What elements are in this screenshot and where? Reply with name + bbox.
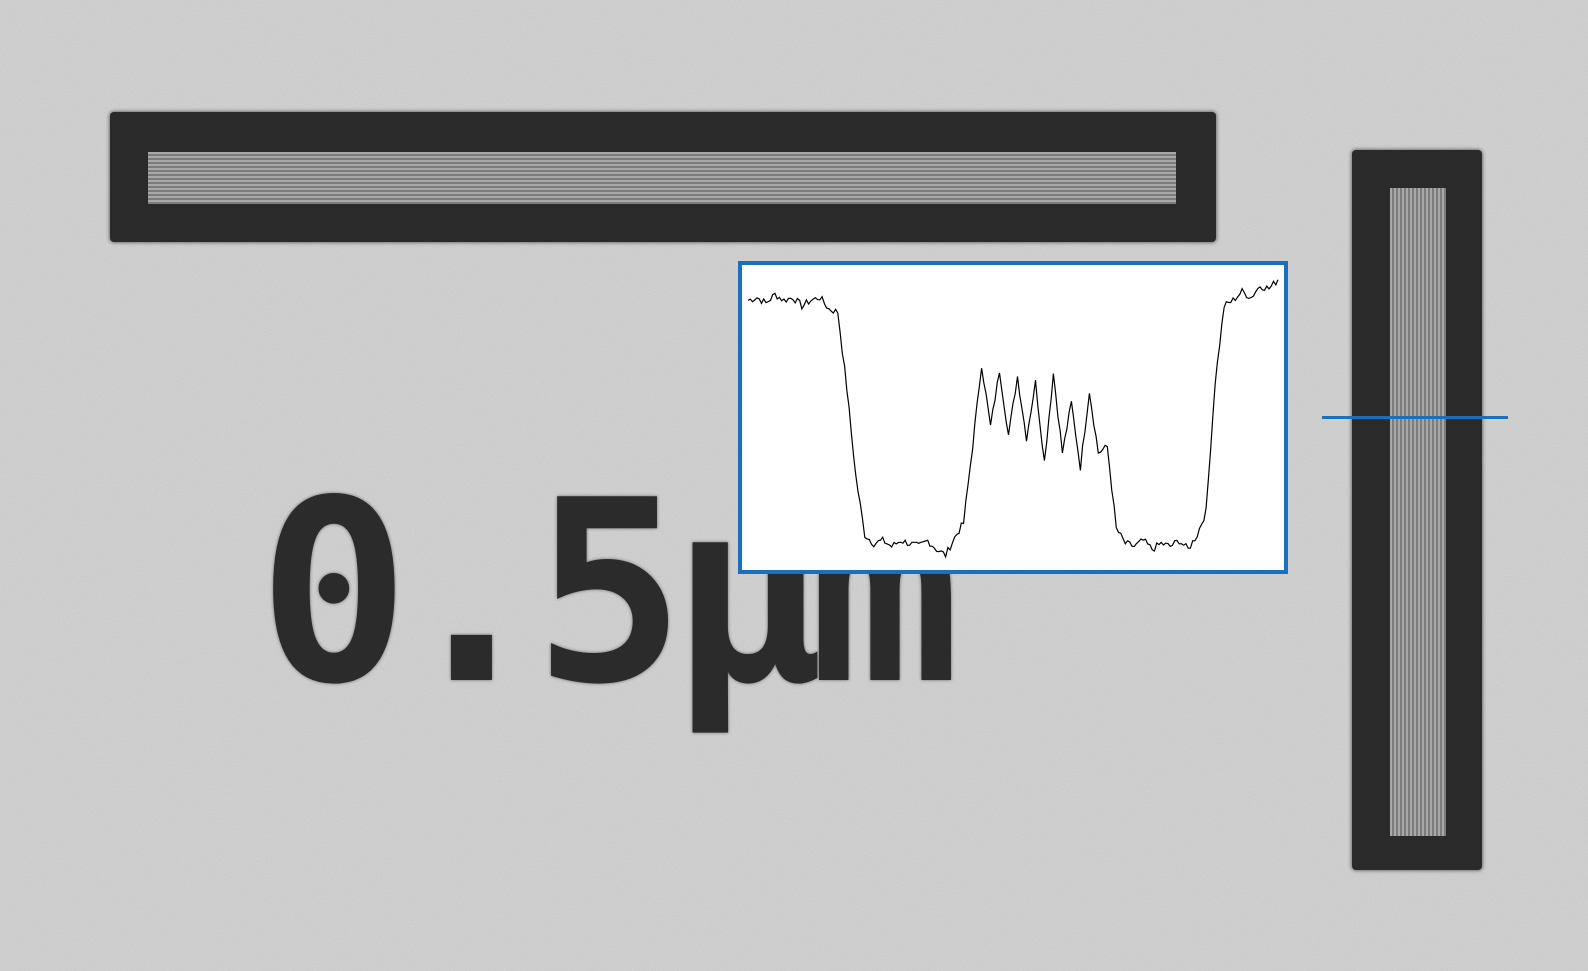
intensity-profile-plot [747,279,1279,559]
scan-line-marker [1322,416,1508,419]
intensity-profile-trace [747,279,1279,559]
intensity-profile-inset [738,261,1288,574]
vertical-line-grating [1390,188,1446,836]
horizontal-line-grating [148,152,1176,204]
